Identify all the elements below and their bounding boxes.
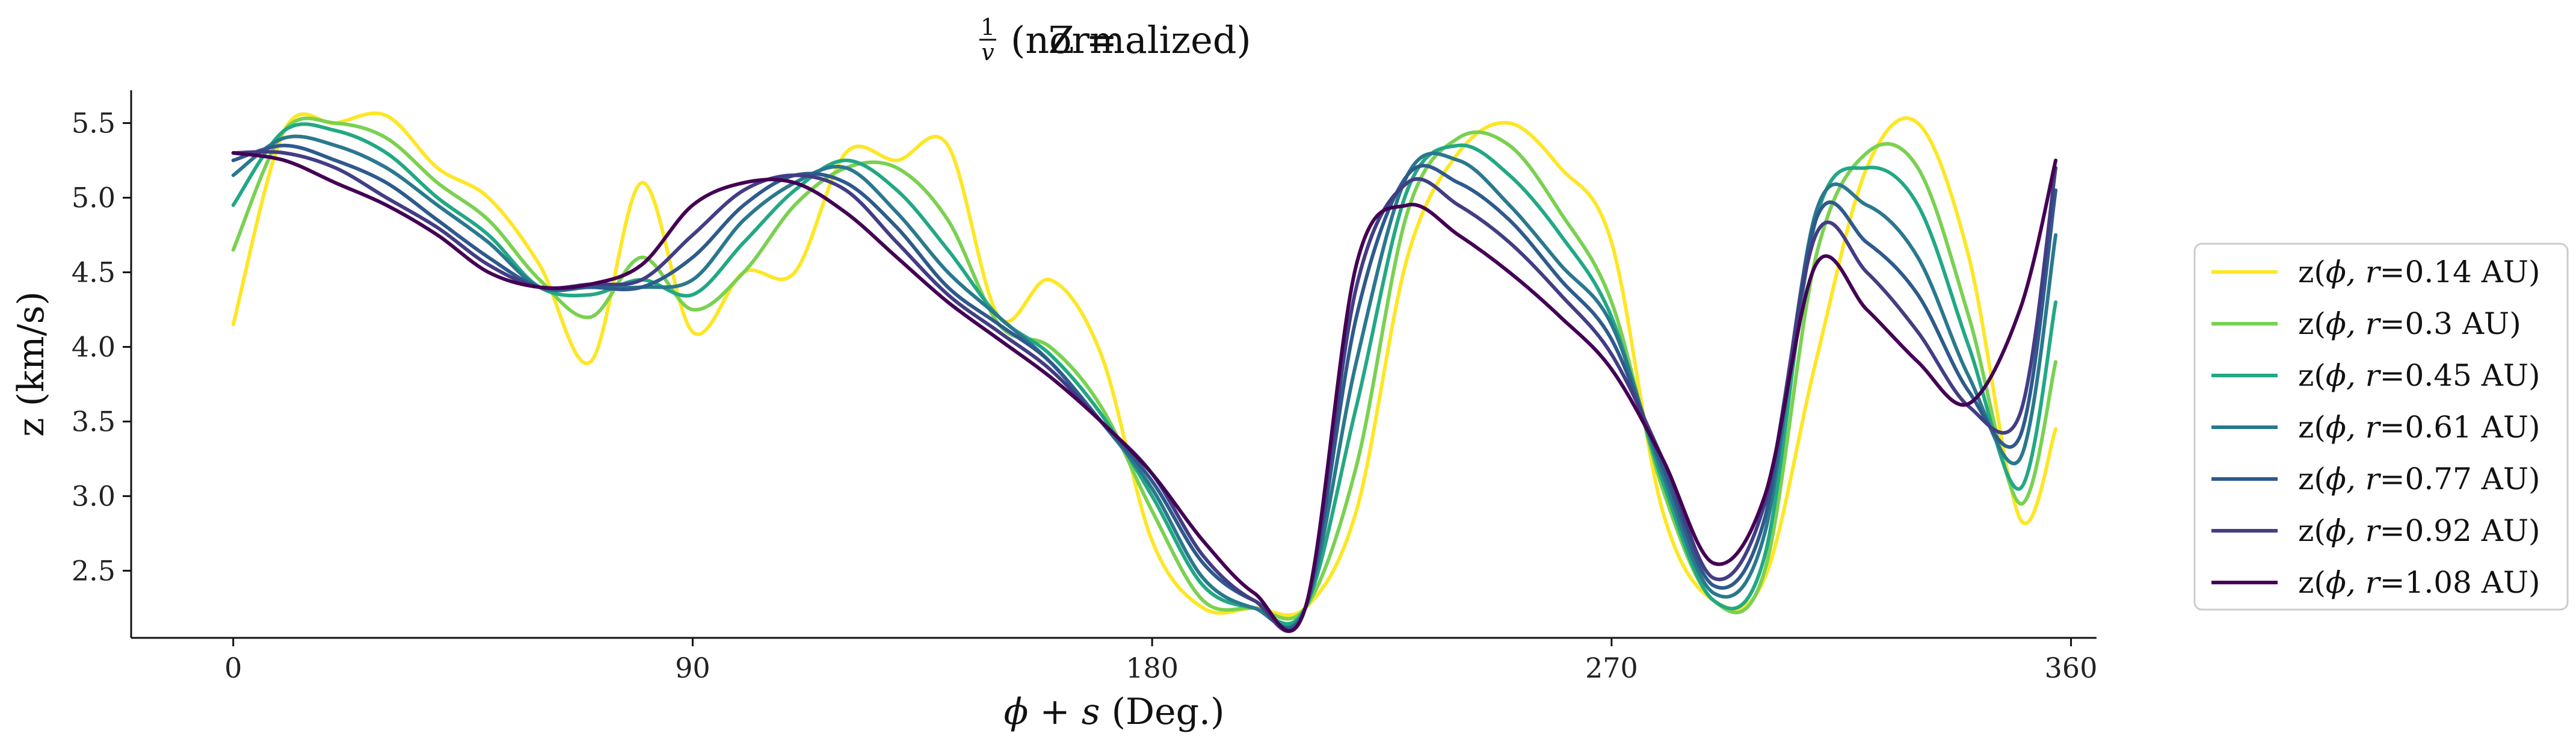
series-layer	[231, 111, 2058, 633]
y-ticks: 2.5 3.0 3.5 4.0 4.5 5.0 5.5	[72, 107, 131, 587]
series-line-1	[231, 116, 2058, 621]
series-line-5	[231, 150, 2058, 633]
legend-label-2: z(ϕ, r=0.45 AU)	[2298, 358, 2541, 393]
legend-label-1: z(ϕ, r=0.3 AU)	[2298, 306, 2521, 341]
x-tick-label: 360	[2045, 652, 2098, 684]
x-tick-label: 90	[675, 652, 710, 684]
y-tick-label: 2.5	[72, 554, 116, 587]
y-tick-label: 3.5	[72, 405, 116, 437]
chart-title-frac-den: v	[981, 39, 994, 66]
legend-items: z(ϕ, r=0.14 AU) z(ϕ, r=0.3 AU) z(ϕ, r=0.45…	[2211, 255, 2541, 600]
x-tick-label: 180	[1126, 652, 1179, 684]
series-line-2	[231, 122, 2058, 626]
series-line-6	[231, 151, 2058, 633]
legend-label-0: z(ϕ, r=0.14 AU)	[2298, 255, 2541, 289]
series-line-3	[231, 134, 2058, 629]
legend-label-4: z(ϕ, r=0.77 AU)	[2298, 462, 2541, 496]
chart-title-frac-num: 1	[981, 14, 995, 40]
legend: z(ϕ, r=0.14 AU) z(ϕ, r=0.3 AU) z(ϕ, r=0.45…	[2193, 243, 2569, 611]
y-tick-label: 4.5	[72, 256, 116, 289]
x-axis-title: ϕ + s (Deg.)	[1003, 691, 1224, 733]
chart-title-prefix: Z =	[1049, 18, 1118, 62]
x-tick-label: 270	[1585, 652, 1638, 684]
legend-frame	[2193, 243, 2569, 611]
y-tick-label: 4.0	[72, 330, 116, 363]
legend-label-6: z(ϕ, r=1.08 AU)	[2298, 565, 2541, 600]
x-axis-title-math: ϕ + s	[1003, 691, 1100, 733]
chart-title-suffix: (normalized)	[1011, 18, 1251, 62]
y-tick-label: 5.0	[72, 182, 116, 214]
x-tick-label: 0	[224, 652, 242, 684]
legend-label-3: z(ϕ, r=0.61 AU)	[2298, 410, 2541, 445]
y-tick-label: 5.5	[72, 107, 116, 140]
x-axis-title-unit: (Deg.)	[1112, 691, 1225, 733]
y-axis-title: z (km/s)	[10, 291, 52, 437]
y-tick-label: 3.0	[72, 480, 116, 512]
axes-layer	[130, 90, 2097, 639]
legend-label-5: z(ϕ, r=0.92 AU)	[2298, 513, 2541, 548]
chart-title: Z =	[1049, 18, 1118, 62]
x-ticks: 0 90 180 270 360	[224, 638, 2097, 684]
series-line-0	[231, 111, 2058, 617]
